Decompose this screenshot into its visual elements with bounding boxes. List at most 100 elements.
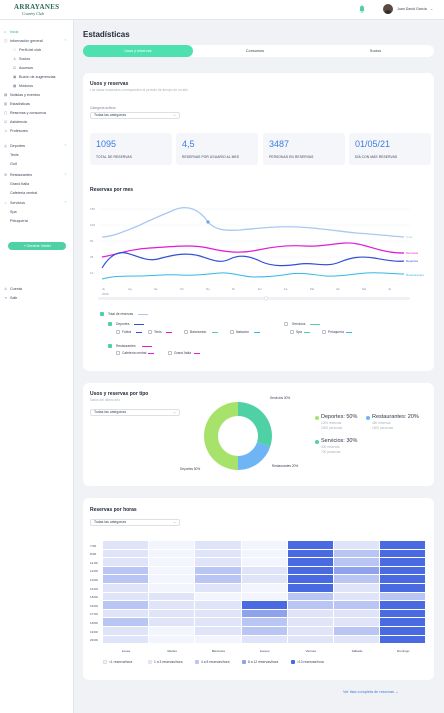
heatmap-cell[interactable] bbox=[334, 541, 380, 549]
chevron-down-icon[interactable]: ⌄ bbox=[430, 6, 434, 11]
heatmap-cell[interactable] bbox=[195, 549, 241, 558]
heatmap-cell[interactable] bbox=[334, 601, 380, 609]
heatmap-cell[interactable] bbox=[103, 601, 149, 609]
heatmap-cell[interactable] bbox=[241, 549, 287, 558]
heatmap-cell[interactable] bbox=[149, 627, 195, 635]
heatmap-cell[interactable] bbox=[149, 635, 195, 644]
heatmap-cell[interactable] bbox=[149, 609, 195, 618]
heatmap-cell[interactable] bbox=[380, 566, 426, 575]
heatmap-cell[interactable] bbox=[241, 566, 287, 575]
heatmap-cell[interactable] bbox=[149, 558, 195, 566]
avatar[interactable] bbox=[383, 4, 393, 14]
tab-socios[interactable]: Socios bbox=[317, 45, 434, 57]
heatmap-cell[interactable] bbox=[149, 618, 195, 626]
checkbox-total[interactable] bbox=[100, 312, 104, 316]
heatmap-cell[interactable] bbox=[241, 609, 287, 618]
heatmap-cell[interactable] bbox=[241, 601, 287, 609]
heatmap-cell[interactable] bbox=[195, 566, 241, 575]
heatmap-cell[interactable] bbox=[149, 592, 195, 601]
heatmap-cell[interactable] bbox=[103, 584, 149, 592]
heatmap-cell[interactable] bbox=[103, 618, 149, 626]
heatmap-cell[interactable] bbox=[195, 627, 241, 635]
heatmap-cell[interactable] bbox=[103, 558, 149, 566]
heatmap-cell[interactable] bbox=[103, 609, 149, 618]
range-slider-handle[interactable] bbox=[263, 296, 269, 301]
checkbox-natacion[interactable] bbox=[230, 330, 234, 334]
heatmap-cell[interactable] bbox=[195, 541, 241, 549]
heatmap-cell[interactable] bbox=[103, 635, 149, 644]
heatmap-cell[interactable] bbox=[195, 592, 241, 601]
heatmap-cell[interactable] bbox=[195, 618, 241, 626]
heatmap-cell[interactable] bbox=[103, 566, 149, 575]
heatmap-cell[interactable] bbox=[195, 609, 241, 618]
heatmap-cell[interactable] bbox=[149, 584, 195, 592]
heatmap-cell[interactable] bbox=[380, 592, 426, 601]
heatmap-cell[interactable] bbox=[241, 584, 287, 592]
heatmap-cell[interactable] bbox=[287, 592, 333, 601]
checkbox-servicios[interactable] bbox=[284, 322, 288, 326]
heatmap-cell[interactable] bbox=[103, 627, 149, 635]
bell-icon[interactable] bbox=[359, 5, 365, 13]
heatmap-cell[interactable] bbox=[149, 566, 195, 575]
heatmap-cell[interactable] bbox=[241, 558, 287, 566]
heatmap-cell[interactable] bbox=[287, 558, 333, 566]
horas-category-select[interactable]: Todas las categorías ⌄ bbox=[90, 519, 180, 526]
heatmap-cell[interactable] bbox=[334, 549, 380, 558]
heatmap-cell[interactable] bbox=[241, 627, 287, 635]
heatmap-cell[interactable] bbox=[241, 592, 287, 601]
heatmap-cell[interactable] bbox=[287, 627, 333, 635]
heatmap-cell[interactable] bbox=[287, 566, 333, 575]
heatmap-cell[interactable] bbox=[195, 584, 241, 592]
heatmap-cell[interactable] bbox=[241, 575, 287, 583]
category-select[interactable]: Todas las categorías ⌄ bbox=[90, 112, 180, 119]
heatmap-cell[interactable] bbox=[380, 609, 426, 618]
heatmap-cell[interactable] bbox=[380, 541, 426, 549]
user-name[interactable]: Juan David García bbox=[397, 6, 427, 11]
heatmap-cell[interactable] bbox=[334, 558, 380, 566]
heatmap-cell[interactable] bbox=[241, 541, 287, 549]
heatmap-cell[interactable] bbox=[380, 575, 426, 583]
heatmap-cell[interactable] bbox=[103, 549, 149, 558]
heatmap-cell[interactable] bbox=[380, 558, 426, 566]
checkbox-spa[interactable] bbox=[290, 330, 294, 334]
heatmap-cell[interactable] bbox=[380, 627, 426, 635]
checkbox-tenis[interactable] bbox=[148, 330, 152, 334]
heatmap-cell[interactable] bbox=[195, 558, 241, 566]
checkbox-deportes[interactable] bbox=[108, 322, 112, 326]
heatmap-cell[interactable] bbox=[241, 618, 287, 626]
heatmap-cell[interactable] bbox=[287, 541, 333, 549]
heatmap-cell[interactable] bbox=[287, 584, 333, 592]
heatmap-cell[interactable] bbox=[195, 575, 241, 583]
heatmap-cell[interactable] bbox=[334, 618, 380, 626]
heatmap-cell[interactable] bbox=[241, 635, 287, 644]
heatmap-cell[interactable] bbox=[380, 635, 426, 644]
heatmap-cell[interactable] bbox=[334, 584, 380, 592]
checkbox-futbol[interactable] bbox=[116, 330, 120, 334]
checkbox-restaurantes[interactable] bbox=[108, 344, 112, 348]
heatmap-cell[interactable] bbox=[149, 575, 195, 583]
generate-report-button[interactable]: + Generar Infotel bbox=[8, 242, 66, 250]
heatmap-cell[interactable] bbox=[287, 618, 333, 626]
heatmap-cell[interactable] bbox=[334, 575, 380, 583]
checkbox-baloncesto[interactable] bbox=[184, 330, 188, 334]
heatmap-cell[interactable] bbox=[287, 609, 333, 618]
heatmap-cell[interactable] bbox=[149, 541, 195, 549]
heatmap-cell[interactable] bbox=[380, 549, 426, 558]
tipo-category-select[interactable]: Todas las categorías ⌄ bbox=[90, 409, 180, 416]
heatmap-cell[interactable] bbox=[287, 601, 333, 609]
heatmap-cell[interactable] bbox=[334, 566, 380, 575]
heatmap-cell[interactable] bbox=[149, 601, 195, 609]
heatmap-cell[interactable] bbox=[334, 627, 380, 635]
heatmap-cell[interactable] bbox=[334, 635, 380, 644]
checkbox-cafeteria[interactable] bbox=[116, 351, 120, 355]
tab-consumos[interactable]: Consumos bbox=[200, 45, 310, 57]
heatmap-cell[interactable] bbox=[287, 575, 333, 583]
tab-usos-reservas[interactable]: Usos y reservas bbox=[83, 45, 193, 57]
heatmap-cell[interactable] bbox=[380, 601, 426, 609]
heatmap-cell[interactable] bbox=[195, 635, 241, 644]
checkbox-peluqueria[interactable] bbox=[322, 330, 326, 334]
checkbox-grand-italia[interactable] bbox=[168, 351, 172, 355]
heatmap-cell[interactable] bbox=[195, 601, 241, 609]
heatmap-cell[interactable] bbox=[334, 609, 380, 618]
range-slider[interactable] bbox=[98, 297, 410, 300]
